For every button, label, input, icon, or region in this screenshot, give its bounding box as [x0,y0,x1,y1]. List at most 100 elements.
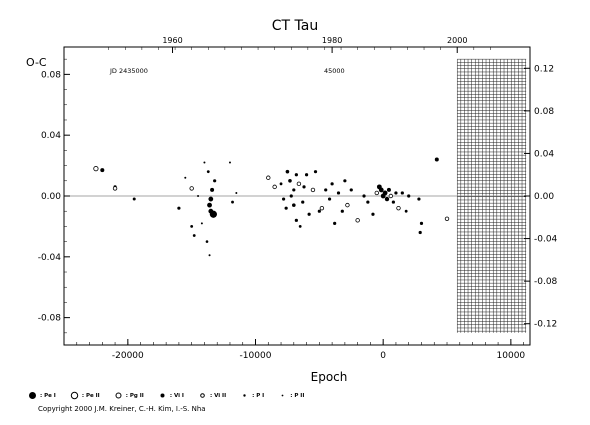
data-point [112,186,118,191]
axes: -20000 -10000 0 10000 -0.08 -0.04 0.00 0.04 0.08… [38,36,558,361]
top-mid-note: 45000 [324,67,345,75]
legend-marker [281,394,284,397]
data-point [288,178,292,183]
data-point [266,175,271,180]
data-point [184,176,187,179]
data-point [386,187,391,192]
right-y-tick-label: -0.12 [534,320,557,330]
data-point [294,218,298,222]
legend-label: : Vi I [169,392,184,399]
y-tick-label: 0.00 [41,192,61,202]
legend-marker [160,393,165,398]
data-point [192,234,196,237]
legend-label: : Vi II [209,392,227,399]
top-year-label: 2000 [447,36,467,45]
data-point [200,222,203,225]
x-tick-label: -10000 [240,351,272,361]
data-point [213,179,217,183]
legend-item: : Pe I [28,391,56,400]
data-point [418,230,422,235]
data-point [404,209,408,213]
data-point [289,194,293,198]
legend-symbol [243,394,246,397]
data-point [417,197,421,201]
data-point [343,179,347,183]
data-point [391,200,395,204]
x-tick-label: 10000 [497,351,526,361]
chart-title: CT Tau [272,18,318,34]
legend-label: : Pe II [81,392,100,399]
data-point [281,197,286,201]
x-tick-label: 0 [380,351,386,361]
data-point [298,225,302,228]
right-y-tick-label: 0.08 [534,107,554,117]
legend: : Pe I : Pe II : Pg II : Vi I : Vi II : P I : … [28,391,304,400]
data-point [279,182,283,186]
data-point [228,161,231,164]
legend-item: : Pe II [70,391,100,400]
data-point [371,212,375,216]
data-point [330,182,334,186]
data-point [100,168,105,173]
legend-item: : P II [278,391,304,400]
data-point [93,166,99,172]
data-point [208,196,214,202]
data-point [285,169,290,174]
y-axis-label: O-C [26,56,47,69]
data-point [374,190,379,196]
data-point [355,218,360,223]
data-point [284,206,288,210]
data-point [394,191,398,195]
right-y-tick-label: 0.04 [534,149,554,159]
data-point [210,187,215,192]
legend-symbol [160,393,165,398]
legend-item: : Pg II [114,391,144,400]
legend-marker [70,391,79,400]
copyright-note: Copyright 2000 J.M. Kreiner, C.-H. Kim, … [38,405,206,413]
data-point [434,157,439,162]
data-point [327,197,332,201]
top-year-label: 1960 [162,36,182,45]
legend-marker [29,392,36,399]
data-point [384,196,390,202]
x-axis-label: Epoch [311,370,348,384]
legend-label: : Pe I [40,392,56,399]
data-point [444,216,450,222]
data-point [235,191,238,194]
legend-symbol [200,393,205,398]
data-point [388,193,394,199]
data-point [407,194,411,198]
data-point [378,187,384,193]
data-point [319,205,325,211]
data-point [301,200,305,204]
data-point [197,195,200,197]
data-point [272,184,277,190]
y-tick-label: -0.08 [38,314,62,324]
data-point [313,170,318,174]
legend-label: : Pg II [125,392,144,399]
data-point [349,188,353,192]
data-point [203,161,206,164]
data-point [132,197,136,201]
data-point [296,181,302,187]
data-point [396,205,401,211]
data-point [366,200,370,204]
legend-symbol [70,391,79,400]
data-point [302,185,306,189]
data-point [208,254,211,257]
data-point [336,191,341,195]
y-tick-label: 0.04 [41,131,61,141]
legend-marker [115,392,122,399]
data-point [177,206,181,210]
legend-item: : P I [240,391,264,400]
data-point [333,221,337,225]
legend-symbol [29,392,36,399]
right-y-tick-label: 0.00 [534,192,554,202]
legend-label: : P II [290,392,305,399]
data-point [205,240,209,243]
data-point [189,186,194,191]
y-tick-label: 0.08 [41,70,61,80]
data-point [317,209,321,213]
data-point [345,202,350,208]
